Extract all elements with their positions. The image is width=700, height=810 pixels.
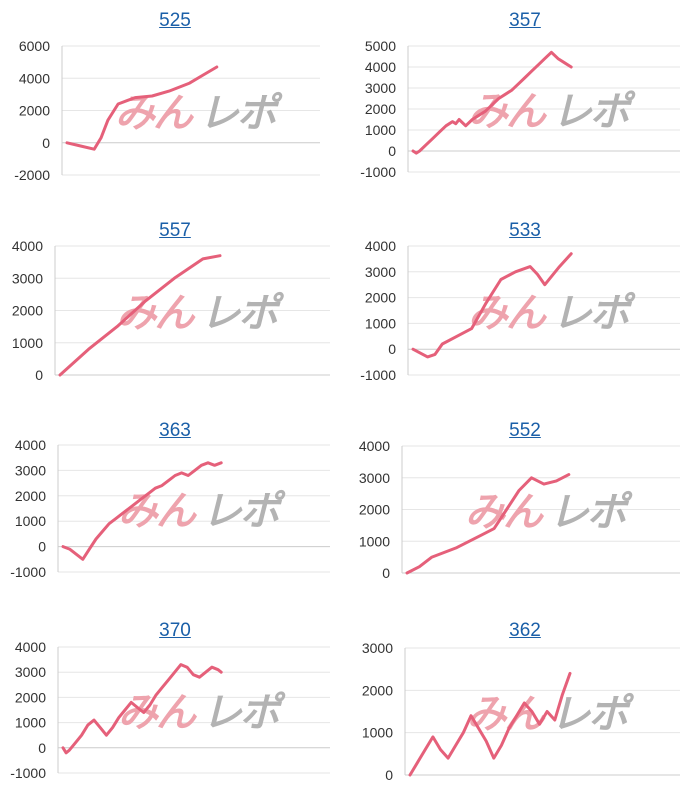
series-line [405, 473, 571, 575]
watermark-logo: みん [117, 291, 197, 337]
y-tick-label: 4000 [12, 238, 43, 254]
watermark-logo: レポ [549, 490, 633, 536]
watermark-logo: みん [118, 489, 198, 535]
y-tick-label: 0 [388, 341, 396, 357]
y-tick-label: 1000 [15, 715, 46, 731]
y-tick-label: 3000 [15, 462, 46, 478]
watermark-logo: レポ [199, 91, 283, 137]
y-tick-label: 1000 [365, 315, 396, 331]
y-tick-label: 0 [35, 367, 43, 383]
chart-panel: 363 -1000 0 1000 2000 3000 4000 みん レポ [0, 410, 350, 610]
y-tick-label: 0 [38, 740, 46, 756]
chart-panel: 362 0 1000 2000 3000 みん レポ [350, 610, 700, 810]
y-tick-label: 0 [385, 767, 393, 783]
y-tick-label: -1000 [10, 765, 46, 781]
chart-svg: 0 1000 2000 3000 4000 みん レポ [12, 238, 330, 383]
y-tick-label: 4000 [365, 238, 396, 254]
chart-title-link[interactable]: 557 [159, 220, 191, 241]
y-tick-label: 1000 [15, 513, 46, 529]
series-line [61, 663, 223, 755]
watermark-logo: みん [118, 690, 198, 736]
watermark-logo: レポ [201, 291, 285, 337]
y-tick-label: 3000 [365, 264, 396, 280]
chart-panel: 557 0 1000 2000 3000 4000 みん レポ [0, 210, 350, 410]
chart-title-link[interactable]: 525 [159, 10, 191, 31]
watermark-logo: レポ [551, 692, 635, 738]
chart-panel: 525 -2000 0 2000 4000 6000 みん レポ [0, 0, 350, 200]
watermark-logo: みん [115, 91, 195, 137]
y-tick-label: 4000 [15, 437, 46, 453]
series-line [58, 254, 222, 377]
y-tick-label: -2000 [14, 167, 50, 183]
y-tick-label: 3000 [362, 640, 393, 656]
y-tick-label: 0 [42, 135, 50, 151]
chart-title-link[interactable]: 533 [509, 220, 541, 241]
y-tick-label: 2000 [359, 502, 390, 518]
chart-svg: -1000 0 1000 2000 3000 4000 みん レポ [10, 639, 330, 781]
chart-panel: 552 0 1000 2000 3000 4000 みん レポ [350, 410, 700, 610]
y-tick-label: 2000 [19, 103, 50, 119]
y-tick-label: 5000 [365, 38, 396, 54]
y-tick-label: 2000 [365, 101, 396, 117]
series-line [411, 252, 573, 359]
y-tick-label: 6000 [19, 38, 50, 54]
chart-title-link[interactable]: 363 [159, 420, 191, 441]
watermark-logo: レポ [552, 89, 636, 135]
y-tick-label: 3000 [12, 270, 43, 286]
y-tick-label: 3000 [15, 664, 46, 680]
chart-panel: 357 -1000 0 1000 2000 3000 4000 5000 みん レポ [350, 0, 700, 200]
chart-title-link[interactable]: 362 [509, 620, 541, 641]
chart-title-link[interactable]: 552 [509, 420, 541, 441]
watermark-logo: レポ [202, 489, 286, 535]
chart-svg: -1000 0 1000 2000 3000 4000 みん レポ [10, 437, 330, 580]
y-tick-label: 1000 [359, 533, 390, 549]
series-line [61, 461, 223, 561]
watermark-logo: レポ [202, 690, 286, 736]
series-line [411, 50, 573, 155]
chart-title-link[interactable]: 370 [159, 620, 191, 641]
y-tick-label: 0 [382, 565, 390, 581]
y-tick-label: 4000 [19, 70, 50, 86]
y-tick-label: 2000 [15, 488, 46, 504]
y-tick-label: 2000 [365, 290, 396, 306]
y-tick-label: -1000 [360, 367, 396, 383]
y-tick-label: 2000 [362, 682, 393, 698]
watermark-logo: みん [468, 89, 548, 135]
series-line [65, 65, 219, 151]
y-tick-label: 3000 [359, 470, 390, 486]
y-tick-label: 2000 [15, 689, 46, 705]
y-tick-label: 0 [388, 143, 396, 159]
series-line [408, 671, 572, 777]
chart-svg: -1000 0 1000 2000 3000 4000 5000 みん レポ [360, 38, 680, 180]
chart-panel: 370 -1000 0 1000 2000 3000 4000 みん レポ [0, 610, 350, 810]
y-tick-label: 4000 [365, 59, 396, 75]
y-tick-label: 4000 [359, 438, 390, 454]
chart-panel: 533 -1000 0 1000 2000 3000 4000 みん レポ [350, 210, 700, 410]
y-tick-label: 1000 [12, 335, 43, 351]
y-tick-label: 1000 [365, 122, 396, 138]
watermark-logo: レポ [552, 291, 636, 337]
y-tick-label: 1000 [362, 725, 393, 741]
chart-title-link[interactable]: 357 [509, 10, 541, 31]
y-tick-label: -1000 [10, 564, 46, 580]
y-tick-label: 0 [38, 539, 46, 555]
y-tick-label: 4000 [15, 639, 46, 655]
y-tick-label: -1000 [360, 164, 396, 180]
chart-svg: -2000 0 2000 4000 6000 みん レポ [14, 38, 320, 183]
y-tick-label: 3000 [365, 80, 396, 96]
y-tick-label: 2000 [12, 303, 43, 319]
